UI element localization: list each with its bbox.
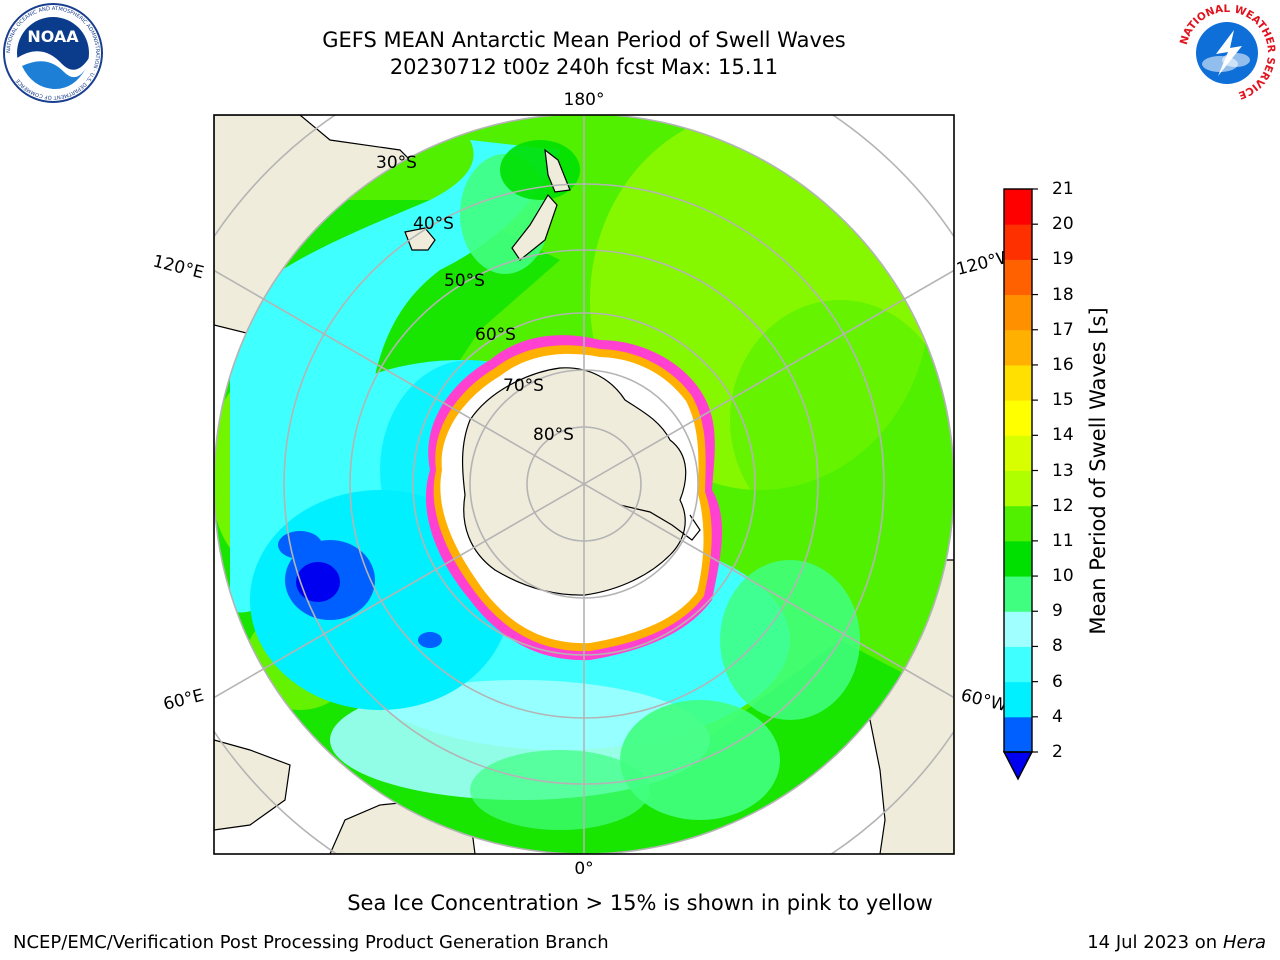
- lat-label-50s: 50°S: [444, 271, 485, 291]
- colorbar-tick-label: 8: [1052, 636, 1063, 657]
- colorbar-tick-label: 4: [1052, 706, 1063, 727]
- colorbar-segment: [1004, 470, 1032, 507]
- colorbar-segment: [1004, 294, 1032, 331]
- lon-label-0: 0°: [574, 859, 593, 879]
- lat-label-60s: 60°S: [475, 325, 516, 345]
- lat-label-80s: 80°S: [533, 425, 574, 445]
- lat-label-40s: 40°S: [413, 214, 454, 234]
- footer-host: Hera: [1222, 932, 1266, 953]
- colorbar-tick-label: 16: [1052, 354, 1074, 375]
- colorbar-segment: [1004, 259, 1032, 296]
- colorbar-segment: [1004, 435, 1032, 471]
- colorbar-segment: [1004, 189, 1032, 225]
- lon-label-120e: 120°E: [151, 251, 206, 283]
- noaa-logo: NOAA NATIONAL OCEANIC AND ATMOSPHERIC AD…: [3, 3, 103, 103]
- colorbar-segment: [1004, 364, 1032, 401]
- nws-logo: NATIONAL WEATHER SERVICE: [1178, 3, 1277, 102]
- colorbar-tick-label: 2: [1052, 742, 1063, 762]
- colorbar-tick-label: 13: [1052, 460, 1074, 481]
- colorbar-tick-label: 9: [1052, 601, 1063, 622]
- tasmania: [404, 227, 436, 251]
- lon-label-60w: 60°W: [959, 685, 1010, 716]
- lon-label-180: 180°: [564, 90, 605, 110]
- footer-date: 14 Jul 2023 on Hera: [1087, 932, 1266, 953]
- colorbar-segment: [1004, 576, 1032, 612]
- colorbar-segment: [1004, 540, 1032, 577]
- colorbar-tick-label: 14: [1052, 425, 1074, 446]
- map-frame: [213, 114, 955, 855]
- noaa-logo-text: NOAA: [27, 27, 79, 46]
- colorbar-tick-label: 12: [1052, 495, 1074, 516]
- new-zealand: [511, 148, 571, 261]
- footer-credit: NCEP/EMC/Verification Post Processing Pr…: [13, 932, 609, 953]
- lat-label-30s: 30°S: [376, 153, 417, 173]
- colorbar-segment: [1004, 400, 1032, 436]
- colorbar-tick-label: 15: [1052, 390, 1074, 411]
- colorbar-tick-label: 10: [1052, 566, 1074, 587]
- colorbar-tick-label: 19: [1052, 249, 1074, 270]
- colorbar-tick-label: 17: [1052, 319, 1074, 340]
- colorbar-extend-min: [1002, 751, 1034, 781]
- antarctica: [461, 367, 687, 596]
- caption: Sea Ice Concentration > 15% is shown in …: [347, 891, 933, 915]
- colorbar-segment: [1004, 224, 1032, 260]
- footer-date-text: 14 Jul 2023 on: [1087, 932, 1223, 953]
- colorbar-segment: [1004, 611, 1032, 647]
- colorbar-segment: [1004, 505, 1032, 542]
- colorbar-tick-label: 11: [1052, 530, 1074, 551]
- colorbar-segment: [1004, 646, 1032, 683]
- colorbar-tick-label: 21: [1052, 179, 1074, 199]
- colorbar: [1002, 188, 1038, 781]
- colorbar-tick-label: 18: [1052, 284, 1074, 305]
- colorbar-segment: [1004, 716, 1032, 753]
- colorbar-tick-label: 20: [1052, 214, 1074, 235]
- colorbar-segment: [1004, 329, 1032, 366]
- colorbar-segment: [1004, 681, 1032, 718]
- colorbar-tick-label: 6: [1052, 671, 1063, 692]
- colorbar-title: Mean Period of Swell Waves [s]: [1086, 307, 1110, 635]
- graticule: [214, 115, 954, 854]
- chart-title: GEFS MEAN Antarctic Mean Period of Swell…: [322, 28, 846, 52]
- lat-label-70s: 70°S: [503, 376, 544, 396]
- lon-label-60e: 60°E: [161, 686, 205, 715]
- chart-subtitle: 20230712 t00z 240h fcst Max: 15.11: [389, 55, 779, 79]
